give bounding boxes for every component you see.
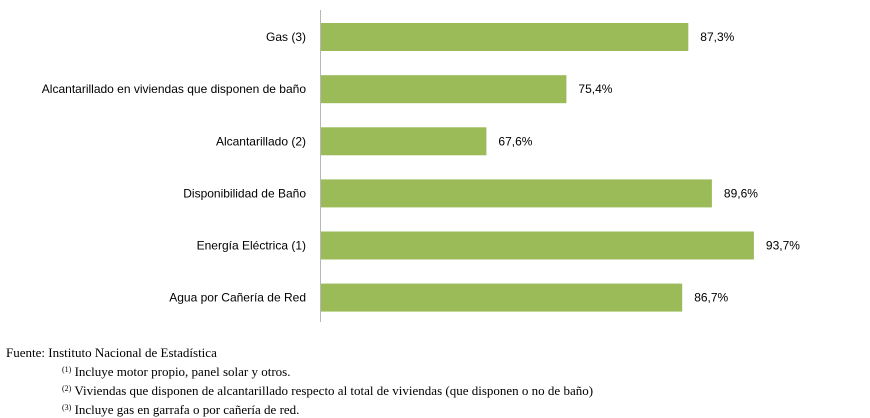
category-label-5: Agua por Cañería de Red bbox=[169, 291, 306, 305]
bar-2 bbox=[321, 127, 487, 156]
bar-1 bbox=[321, 75, 567, 104]
source-note: Fuente: Instituto Nacional de Estadístic… bbox=[6, 345, 217, 360]
footnote-1: (1) Incluye motor propio, panel solar y … bbox=[6, 361, 593, 380]
footnote-1-text: Incluye motor propio, panel solar y otro… bbox=[74, 364, 291, 379]
bar-3 bbox=[321, 179, 712, 208]
value-label-1: 75,4% bbox=[578, 82, 612, 96]
footnote-3-text: Incluye gas en garrafa o por cañería de … bbox=[74, 402, 300, 417]
footnote-3-mark: (3) bbox=[62, 403, 72, 412]
value-label-0: 87,3% bbox=[700, 30, 734, 44]
value-label-3: 89,6% bbox=[724, 186, 758, 200]
value-label-2: 67,6% bbox=[498, 134, 532, 148]
footnote-1-mark: (1) bbox=[62, 365, 72, 374]
category-label-4: Energía Eléctrica (1) bbox=[197, 239, 306, 253]
bar-chart: Gas (3) 87,3% Alcantarillado en viviendas … bbox=[42, 10, 800, 322]
category-label-2: Alcantarillado (2) bbox=[216, 134, 306, 148]
footnote-2: (2) Viviendas que disponen de alcantaril… bbox=[6, 380, 593, 399]
value-label-5: 86,7% bbox=[694, 291, 728, 305]
footnote-2-text: Viviendas que disponen de alcantarillado… bbox=[74, 383, 594, 398]
bar-5 bbox=[321, 283, 683, 312]
value-label-4: 93,7% bbox=[766, 239, 800, 253]
category-label-1: Alcantarillado en viviendas que disponen… bbox=[42, 82, 307, 96]
footnote-3: (3) Incluye gas en garrafa o por cañería… bbox=[6, 399, 593, 418]
footnote-2-mark: (2) bbox=[62, 384, 72, 393]
category-label-0: Gas (3) bbox=[266, 30, 306, 44]
bar-4 bbox=[321, 231, 754, 260]
bar-0 bbox=[321, 23, 689, 51]
category-label-3: Disponibilidad de Baño bbox=[183, 186, 306, 200]
chart-notes: Fuente: Instituto Nacional de Estadístic… bbox=[6, 344, 593, 418]
